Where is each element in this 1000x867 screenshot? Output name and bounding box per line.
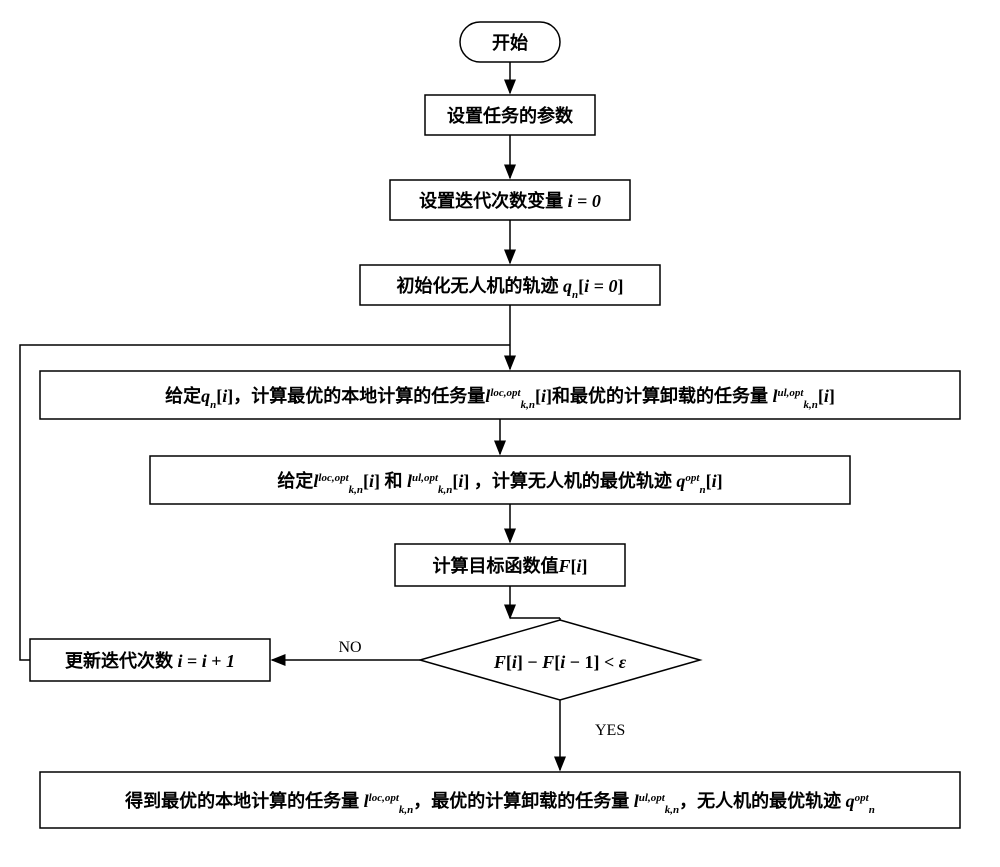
n2-label: 设置迭代次数变量 i = 0 [419,190,601,211]
yes-label: YES [595,722,625,739]
n1-label: 设置任务的参数 [447,105,574,126]
flowchart: 开始 设置任务的参数 设置迭代次数变量 i = 0 初始化无人机的轨迹 qn[i… [0,0,1000,867]
no-label: NO [338,639,361,656]
dec-label: F[i] − F[i − 1] < ε [493,652,627,672]
start-label: 开始 [492,32,528,53]
upd-label: 更新迭代次数 i = i + 1 [65,650,235,671]
n6-label: 计算目标函数值F[i] [432,555,587,576]
